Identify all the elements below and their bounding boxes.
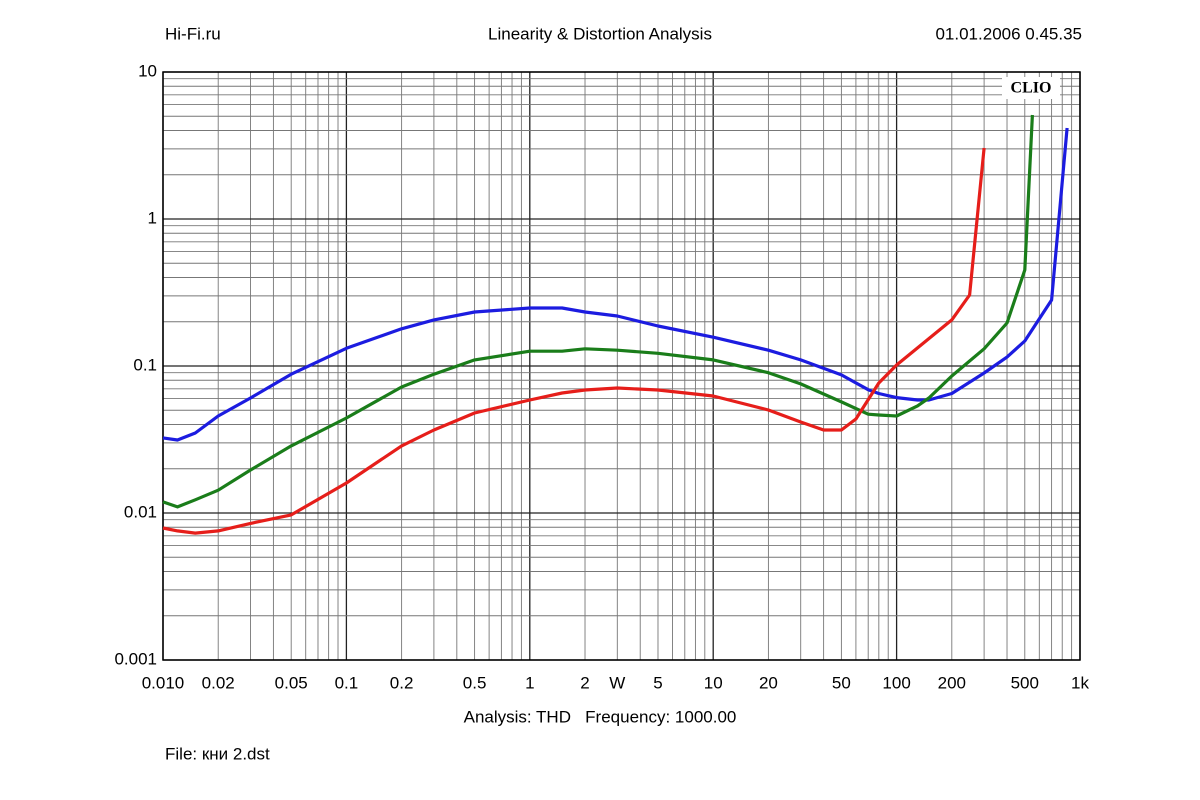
- y-tick-label: 10: [138, 61, 157, 80]
- x-tick-label: 10: [704, 673, 723, 692]
- x-tick-label: 50: [832, 673, 851, 692]
- x-tick-label: 0.2: [390, 673, 414, 692]
- x-tick-label: 20: [759, 673, 778, 692]
- x-tick-label: 0.05: [275, 673, 308, 692]
- x-tick-label: 0.010: [142, 673, 185, 692]
- watermark: CLIO: [1011, 80, 1052, 97]
- thd-curve: [162, 127, 1069, 442]
- x-tick-label: 0.5: [463, 673, 487, 692]
- x-tick-label: 2: [580, 673, 589, 692]
- file-label: File: кни 2.dst: [165, 744, 270, 763]
- x-tick-label: 500: [1011, 673, 1039, 692]
- y-tick-label: 0.1: [133, 355, 157, 374]
- header-left: Hi-Fi.ru: [165, 24, 221, 43]
- y-tick-label: 1: [148, 208, 157, 227]
- x-tick-label: 0.1: [335, 673, 359, 692]
- x-tick-label: 1: [525, 673, 534, 692]
- x-tick-label: 200: [938, 673, 966, 692]
- footer: Analysis: THD Frequency: 1000.00: [464, 707, 737, 726]
- x-tick-label: 0.02: [202, 673, 235, 692]
- plot-border: [162, 71, 1081, 661]
- x-tick-label: 5: [653, 673, 662, 692]
- thd-curve: [162, 114, 1034, 509]
- header-right: 01.01.2006 0.45.35: [935, 24, 1082, 43]
- x-tick-label: 100: [882, 673, 910, 692]
- thd-curve: [162, 147, 986, 535]
- x-tick-label: 1k: [1071, 673, 1089, 692]
- watermark-bg: [1002, 77, 1060, 99]
- chart-title: Linearity & Distortion Analysis: [488, 24, 712, 43]
- y-tick-label: 0.001: [114, 649, 157, 668]
- y-tick-label: 0.01: [124, 502, 157, 521]
- x-tick-label: W: [609, 673, 625, 692]
